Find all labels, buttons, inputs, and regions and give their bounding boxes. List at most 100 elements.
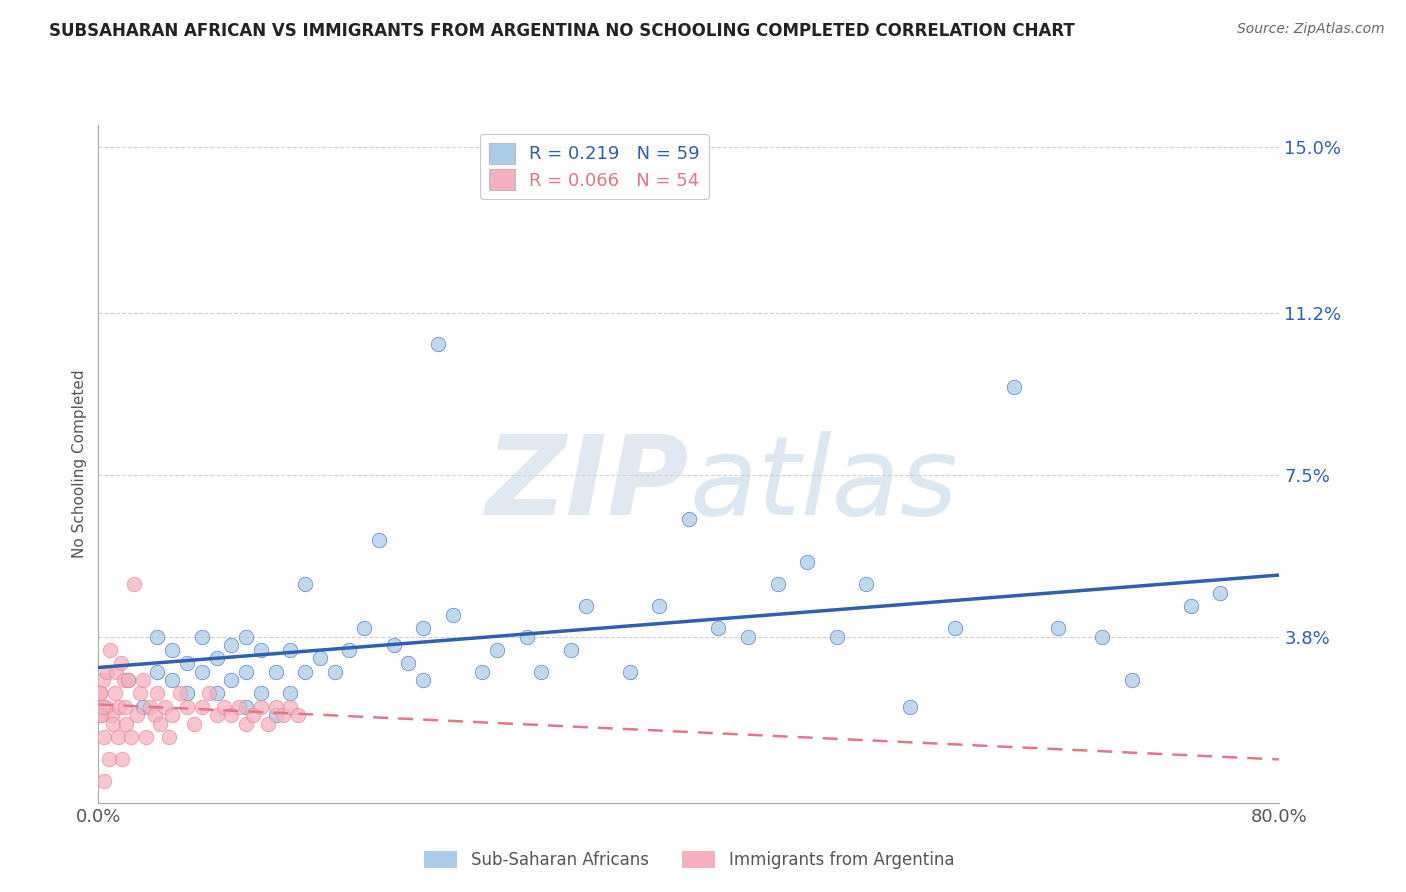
Point [264, 699, 287, 714]
Point [796, 555, 818, 569]
Point [212, 699, 235, 714]
Point [235, 699, 257, 714]
Point [427, 336, 450, 351]
Point [122, 577, 145, 591]
Point [191, 699, 214, 714]
Point [766, 577, 789, 591]
Point [271, 708, 294, 723]
Point [228, 699, 250, 714]
Point [219, 673, 242, 688]
Point [117, 673, 139, 688]
Point [125, 708, 148, 723]
Point [678, 511, 700, 525]
Point [162, 642, 183, 657]
Point [183, 717, 205, 731]
Point [278, 686, 302, 700]
Point [235, 630, 257, 644]
Text: atlas: atlas [689, 431, 957, 538]
Point [146, 665, 169, 679]
Point [242, 708, 264, 723]
Point [441, 607, 464, 622]
Point [120, 730, 142, 744]
Point [219, 708, 242, 723]
Point [98, 642, 121, 657]
Point [943, 621, 966, 635]
Point [112, 673, 135, 688]
Point [104, 686, 127, 700]
Point [176, 656, 198, 670]
Y-axis label: No Schooling Completed: No Schooling Completed [72, 369, 87, 558]
Point [278, 642, 302, 657]
Point [382, 638, 405, 652]
Point [205, 686, 228, 700]
Point [235, 665, 257, 679]
Point [1121, 673, 1143, 688]
Point [135, 730, 157, 744]
Point [128, 686, 150, 700]
Point [162, 673, 183, 688]
Point [96, 665, 118, 679]
Point [648, 599, 671, 613]
Point [94, 699, 117, 714]
Point [235, 717, 257, 731]
Point [107, 730, 129, 744]
Point [191, 665, 214, 679]
Point [368, 533, 391, 548]
Point [205, 651, 228, 665]
Point [294, 577, 316, 591]
Point [707, 621, 730, 635]
Point [825, 630, 848, 644]
Point [117, 673, 139, 688]
Text: SUBSAHARAN AFRICAN VS IMMIGRANTS FROM ARGENTINA NO SCHOOLING COMPLETED CORRELATI: SUBSAHARAN AFRICAN VS IMMIGRANTS FROM AR… [49, 22, 1076, 40]
Point [100, 708, 122, 723]
Point [90, 708, 112, 723]
Point [205, 708, 228, 723]
Point [90, 708, 112, 723]
Point [114, 699, 136, 714]
Point [1002, 380, 1025, 394]
Point [412, 673, 434, 688]
Point [278, 699, 302, 714]
Point [257, 717, 280, 731]
Point [108, 699, 131, 714]
Point [143, 708, 166, 723]
Point [93, 773, 115, 788]
Point [353, 621, 375, 635]
Point [287, 708, 309, 723]
Point [162, 708, 183, 723]
Point [149, 717, 172, 731]
Point [250, 699, 273, 714]
Point [855, 577, 877, 591]
Point [264, 665, 287, 679]
Point [91, 673, 114, 688]
Point [619, 665, 641, 679]
Point [115, 717, 138, 731]
Point [132, 673, 155, 688]
Point [169, 686, 191, 700]
Point [486, 642, 509, 657]
Point [1180, 599, 1202, 613]
Point [139, 699, 162, 714]
Point [1209, 586, 1232, 600]
Text: ZIP: ZIP [485, 431, 689, 538]
Point [250, 686, 273, 700]
Point [110, 656, 132, 670]
Point [309, 651, 332, 665]
Point [89, 686, 111, 700]
Point [176, 686, 198, 700]
Point [515, 630, 537, 644]
Point [198, 686, 221, 700]
Point [396, 656, 419, 670]
Point [93, 730, 115, 744]
Point [91, 699, 114, 714]
Point [157, 730, 180, 744]
Point [219, 638, 242, 652]
Point [1046, 621, 1069, 635]
Point [323, 665, 346, 679]
Point [412, 621, 434, 635]
Point [97, 752, 120, 766]
Point [176, 699, 198, 714]
Point [191, 630, 214, 644]
Point [153, 699, 176, 714]
Text: Source: ZipAtlas.com: Source: ZipAtlas.com [1237, 22, 1385, 37]
